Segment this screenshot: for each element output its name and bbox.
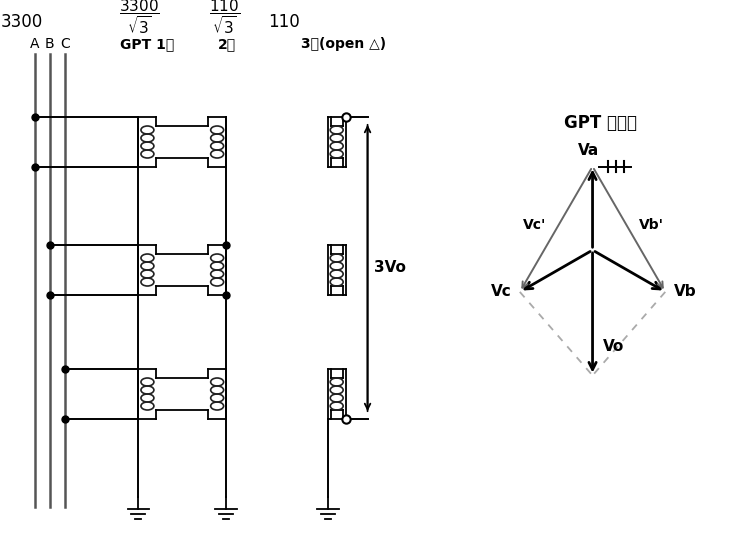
Text: A: A xyxy=(30,37,39,51)
Text: Vb: Vb xyxy=(674,285,696,299)
Text: Vc: Vc xyxy=(490,285,511,299)
Text: 3300: 3300 xyxy=(1,13,43,31)
Text: Vc': Vc' xyxy=(523,218,546,232)
Text: 3차(open △): 3차(open △) xyxy=(301,37,386,51)
Text: GPT 1차: GPT 1차 xyxy=(120,37,175,51)
Text: Vb': Vb' xyxy=(639,218,664,232)
Text: 110: 110 xyxy=(268,13,299,31)
Text: B: B xyxy=(45,37,55,51)
Text: Va: Va xyxy=(578,143,599,158)
Text: 2차: 2차 xyxy=(218,37,236,51)
Text: C: C xyxy=(60,37,70,51)
Text: $\dfrac{3300}{\sqrt{3}}$: $\dfrac{3300}{\sqrt{3}}$ xyxy=(119,0,160,36)
Text: GPT 벡터도: GPT 벡터도 xyxy=(565,114,637,132)
Text: Vo: Vo xyxy=(603,339,625,354)
Text: $\dfrac{110}{\sqrt{3}}$: $\dfrac{110}{\sqrt{3}}$ xyxy=(209,0,240,36)
Text: 3Vo: 3Vo xyxy=(374,261,406,275)
